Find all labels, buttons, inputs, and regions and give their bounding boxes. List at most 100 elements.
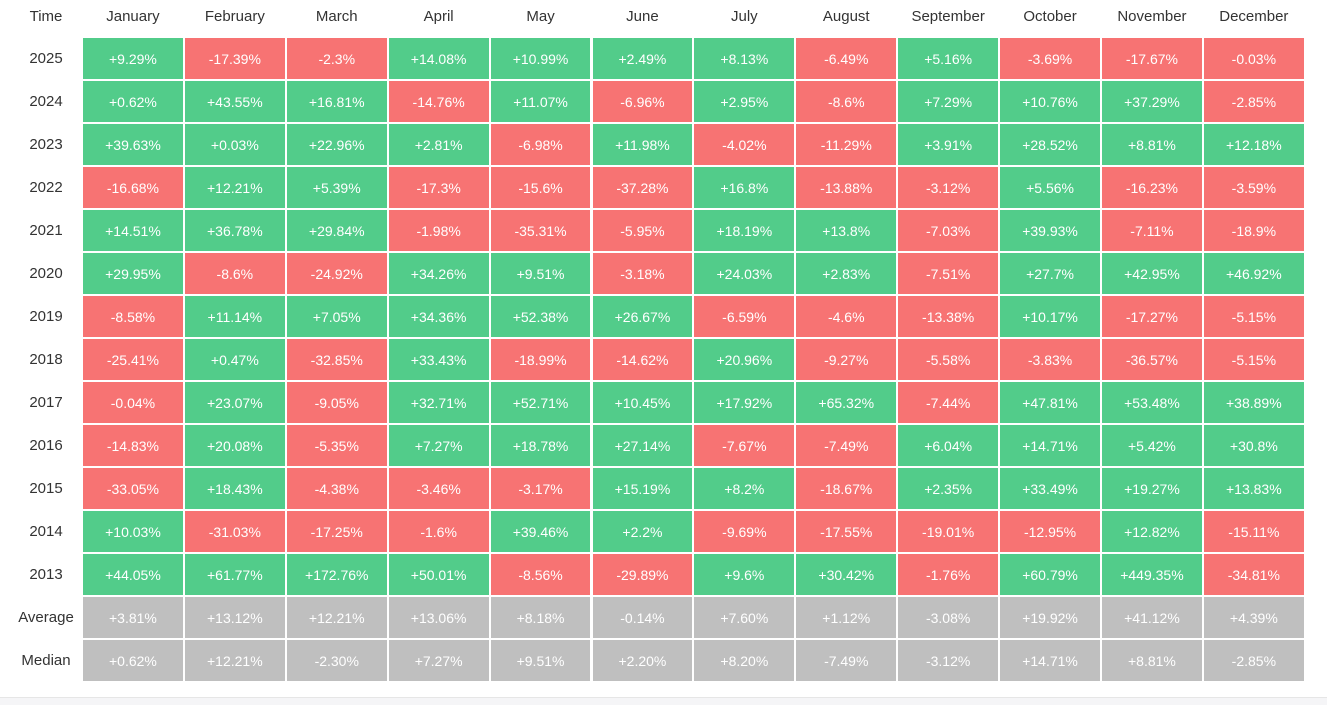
return-cell: +10.45% xyxy=(592,382,693,423)
return-cell: +29.84% xyxy=(286,210,387,251)
return-cell: +39.93% xyxy=(1000,210,1100,251)
return-cell: +33.49% xyxy=(1000,468,1100,509)
return-cell: +20.96% xyxy=(694,339,795,380)
summary-cell: +13.12% xyxy=(184,597,285,638)
return-cell: -1.98% xyxy=(388,210,489,251)
return-cell: -6.96% xyxy=(592,81,693,122)
row-label: Average xyxy=(18,609,74,626)
return-cell: -8.56% xyxy=(490,554,591,595)
summary-cell: -3.08% xyxy=(898,597,999,638)
return-cell: +18.43% xyxy=(184,468,285,509)
return-cell: +2.81% xyxy=(388,124,489,165)
summary-cell: -0.14% xyxy=(592,597,693,638)
return-cell: -0.03% xyxy=(1203,38,1304,79)
return-cell: -5.15% xyxy=(1203,296,1304,337)
return-cell: -3.69% xyxy=(1000,38,1100,79)
return-cell: +2.35% xyxy=(898,468,999,509)
return-cell: -13.88% xyxy=(796,167,897,208)
return-cell: +12.82% xyxy=(1102,511,1202,552)
return-cell: -7.03% xyxy=(898,210,999,251)
return-cell: -18.67% xyxy=(796,468,897,509)
return-cell: +52.38% xyxy=(490,296,591,337)
row-label: 2014 xyxy=(29,523,63,540)
return-cell: +61.77% xyxy=(184,554,285,595)
return-cell: -18.9% xyxy=(1203,210,1304,251)
return-cell: +50.01% xyxy=(388,554,489,595)
return-cell: +39.63% xyxy=(83,124,183,165)
summary-cell: +1.12% xyxy=(796,597,897,638)
return-cell: -13.38% xyxy=(898,296,999,337)
summary-cell: +8.20% xyxy=(694,640,795,681)
column-header: September xyxy=(911,7,985,25)
return-cell: +7.27% xyxy=(388,425,489,466)
row-label: Median xyxy=(21,652,71,669)
return-cell: +30.42% xyxy=(796,554,897,595)
return-cell: +43.55% xyxy=(184,81,285,122)
row-label: 2016 xyxy=(29,437,63,454)
return-cell: +9.6% xyxy=(694,554,795,595)
footer-bar xyxy=(0,697,1327,705)
summary-cell: +8.81% xyxy=(1102,640,1202,681)
return-cell: -17.25% xyxy=(286,511,387,552)
return-cell: -7.67% xyxy=(694,425,795,466)
return-cell: -6.59% xyxy=(694,296,795,337)
summary-cell: +2.20% xyxy=(592,640,693,681)
row-label: 2013 xyxy=(29,566,63,583)
return-cell: +2.2% xyxy=(592,511,693,552)
return-cell: +2.83% xyxy=(796,253,897,294)
return-cell: -0.04% xyxy=(83,382,183,423)
return-cell: +8.2% xyxy=(694,468,795,509)
return-cell: +18.19% xyxy=(694,210,795,251)
return-cell: -2.85% xyxy=(1203,81,1304,122)
return-cell: +0.62% xyxy=(83,81,183,122)
return-cell: -4.02% xyxy=(694,124,795,165)
row-label: 2022 xyxy=(29,179,63,196)
return-cell: +27.7% xyxy=(1000,253,1100,294)
return-cell: -15.6% xyxy=(490,167,591,208)
return-cell: +15.19% xyxy=(592,468,693,509)
return-cell: +0.47% xyxy=(184,339,285,380)
return-cell: -6.98% xyxy=(490,124,591,165)
return-cell: +60.79% xyxy=(1000,554,1100,595)
return-cell: -18.99% xyxy=(490,339,591,380)
return-cell: +33.43% xyxy=(388,339,489,380)
return-cell: -25.41% xyxy=(83,339,183,380)
column-header: October xyxy=(1023,7,1077,25)
return-cell: -8.6% xyxy=(796,81,897,122)
return-cell: +18.78% xyxy=(490,425,591,466)
return-cell: -14.62% xyxy=(592,339,693,380)
return-cell: -8.58% xyxy=(83,296,183,337)
return-cell: +34.36% xyxy=(388,296,489,337)
return-cell: -35.31% xyxy=(490,210,591,251)
return-cell: -4.38% xyxy=(286,468,387,509)
column-header: April xyxy=(423,7,454,25)
column-header: December xyxy=(1219,7,1289,25)
summary-cell: +41.12% xyxy=(1102,597,1202,638)
return-cell: +28.52% xyxy=(1000,124,1100,165)
return-cell: +53.48% xyxy=(1102,382,1202,423)
summary-cell: +12.21% xyxy=(286,597,387,638)
return-cell: -12.95% xyxy=(1000,511,1100,552)
return-cell: -36.57% xyxy=(1102,339,1202,380)
return-cell: +16.8% xyxy=(694,167,795,208)
summary-cell: +4.39% xyxy=(1203,597,1304,638)
return-cell: +65.32% xyxy=(796,382,897,423)
return-cell: +10.17% xyxy=(1000,296,1100,337)
return-cell: -5.95% xyxy=(592,210,693,251)
column-header: January xyxy=(106,7,160,25)
return-cell: +14.51% xyxy=(83,210,183,251)
row-label: 2019 xyxy=(29,308,63,325)
return-cell: +34.26% xyxy=(388,253,489,294)
return-cell: +13.83% xyxy=(1203,468,1304,509)
return-cell: +5.39% xyxy=(286,167,387,208)
return-cell: +52.71% xyxy=(490,382,591,423)
column-header: November xyxy=(1117,7,1187,25)
return-cell: +5.42% xyxy=(1102,425,1202,466)
return-cell: +19.27% xyxy=(1102,468,1202,509)
summary-cell: +7.60% xyxy=(694,597,795,638)
column-header: June xyxy=(626,7,659,25)
summary-cell: +19.92% xyxy=(1000,597,1100,638)
return-cell: -15.11% xyxy=(1203,511,1304,552)
summary-cell: +12.21% xyxy=(184,640,285,681)
row-label: 2018 xyxy=(29,351,63,368)
